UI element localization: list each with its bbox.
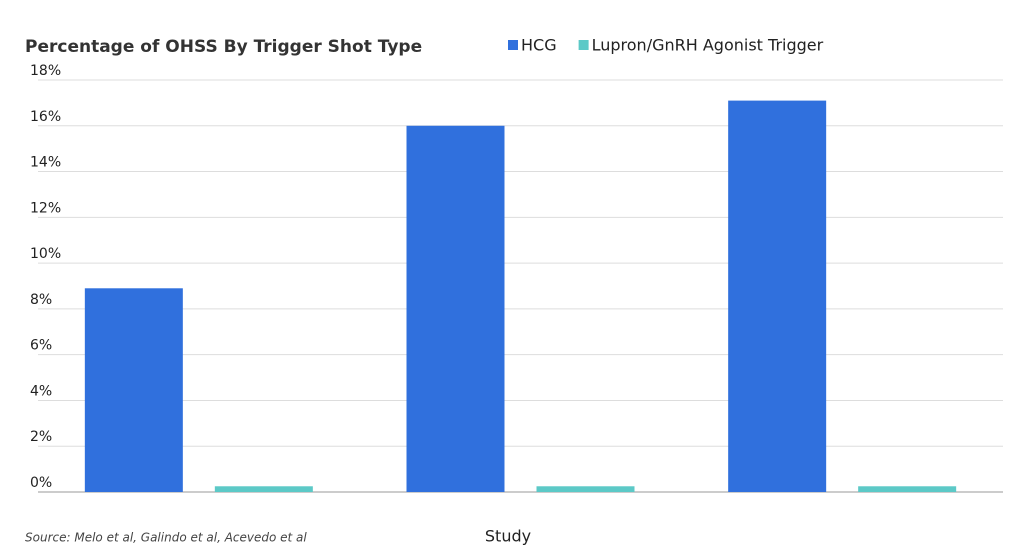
x-axis-label: Study bbox=[485, 527, 531, 546]
bar bbox=[406, 125, 505, 493]
y-tick-label: 0% bbox=[30, 475, 52, 491]
y-tick-label: 18% bbox=[30, 63, 61, 79]
bar bbox=[728, 100, 827, 492]
y-tick-label: 14% bbox=[30, 155, 61, 171]
y-tick-label: 2% bbox=[30, 429, 52, 445]
y-tick-label: 8% bbox=[30, 292, 52, 308]
chart-title: Percentage of OHSS By Trigger Shot Type bbox=[25, 37, 422, 57]
legend-swatch bbox=[578, 40, 589, 50]
y-tick-label: 4% bbox=[30, 383, 52, 399]
y-tick-label: 16% bbox=[30, 109, 61, 125]
bar bbox=[858, 486, 957, 492]
y-tick-label: 6% bbox=[30, 338, 52, 354]
legend-swatch bbox=[508, 40, 518, 50]
legend-label: Lupron/GnRH Agonist Trigger bbox=[592, 36, 824, 55]
bar bbox=[214, 486, 313, 492]
bar bbox=[536, 486, 635, 492]
y-tick-label: 12% bbox=[30, 200, 61, 216]
source-note: Source: Melo et al, Galindo et al, Aceve… bbox=[25, 531, 307, 545]
bar bbox=[84, 288, 183, 492]
y-tick-label: 10% bbox=[30, 246, 61, 262]
legend-label: HCG bbox=[521, 36, 557, 55]
